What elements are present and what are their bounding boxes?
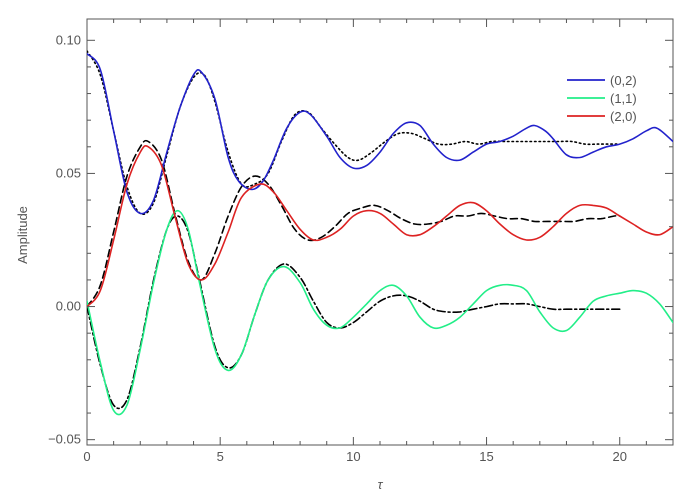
y-tick-label: −0.05 <box>48 432 81 447</box>
y-tick-label: 0.05 <box>56 165 81 180</box>
y-tick-label: 0.00 <box>56 299 81 314</box>
ticks-layer: 0 5 10 15 20 −0.05 0.00 0.05 0.10 <box>48 19 674 464</box>
legend-label: (2,0) <box>610 109 637 124</box>
legend-label: (1,1) <box>610 91 637 106</box>
series-line-0-2 <box>87 52 673 215</box>
model-curve-dotted <box>87 50 621 216</box>
x-tick-label: 10 <box>346 449 360 464</box>
legend: (0,2) (1,1) (2,0) <box>567 73 637 124</box>
legend-label: (0,2) <box>610 73 637 88</box>
x-tick-label: 15 <box>479 449 493 464</box>
x-tick-label: 5 <box>217 449 224 464</box>
y-axis-label: Amplitude <box>15 206 30 264</box>
x-tick-label: 20 <box>612 449 626 464</box>
x-tick-label: 0 <box>83 449 90 464</box>
y-tick-label: 0.10 <box>56 32 81 47</box>
series-line-2-0 <box>87 145 673 308</box>
model-curve-dashdot <box>87 215 621 410</box>
plot-frame <box>86 18 674 446</box>
x-axis-label: τ <box>378 477 384 492</box>
series-layer <box>87 50 673 416</box>
series-line-1-1 <box>87 209 673 416</box>
model-curve-dashed <box>87 139 621 308</box>
plot-border <box>86 18 674 446</box>
